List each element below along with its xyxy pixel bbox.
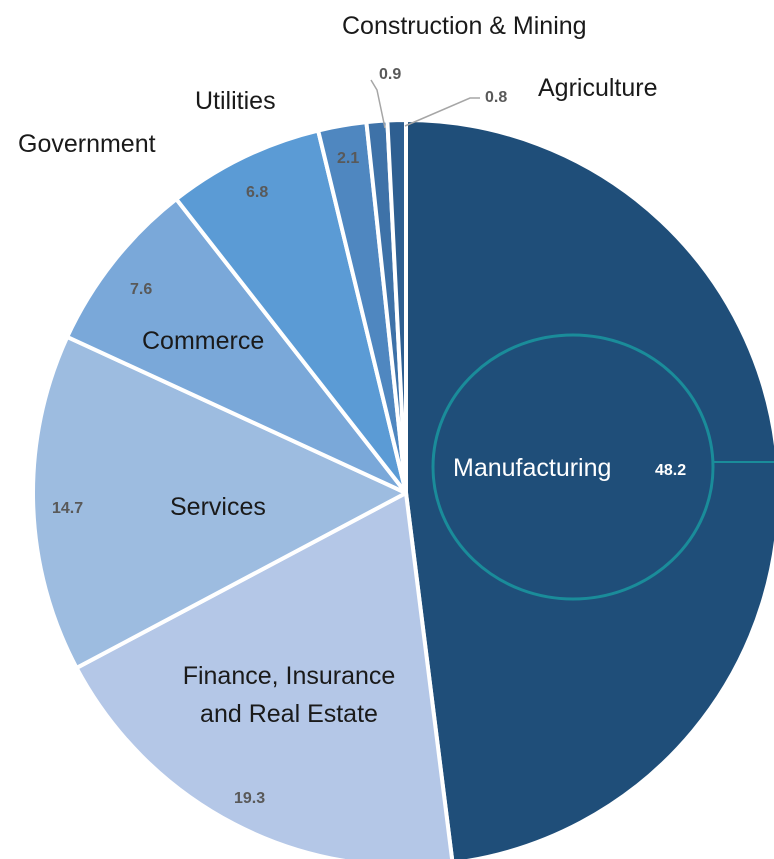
pie-slices: [31, 118, 774, 859]
value-label-commerce: 7.6: [130, 281, 152, 298]
value-label-finance: 19.3: [234, 790, 265, 807]
value-label-manufacturing: 48.2: [655, 462, 686, 479]
pie-labels: Manufacturing Finance, Insurance and Rea…: [18, 12, 686, 807]
slice-label-services: Services: [170, 493, 266, 521]
slice-label-commerce: Commerce: [142, 327, 264, 355]
slice-label-government: Government: [18, 130, 156, 158]
manufacturing-highlight-ring: [431, 333, 715, 601]
value-label-government: 6.8: [246, 184, 268, 201]
leader-line-agriculture: [404, 97, 480, 127]
pie-slice-government: [174, 128, 408, 495]
value-label-construction-mining: 0.9: [379, 66, 401, 83]
slice-label-finance-line1: Finance, Insurance: [183, 662, 396, 690]
slice-label-utilities: Utilities: [195, 87, 276, 115]
pie-slice-finance-insurance-and-real-estate: [74, 491, 455, 859]
pie-slice-agriculture: [385, 118, 408, 495]
pie-slice-services: [31, 334, 408, 670]
slice-label-agriculture: Agriculture: [538, 74, 658, 102]
leader-line-construction: [370, 79, 386, 129]
slice-label-construction-mining: Construction & Mining: [342, 12, 587, 40]
pie-slice-manufacturing: [404, 118, 774, 859]
slice-label-manufacturing: Manufacturing: [453, 454, 611, 482]
value-label-utilities: 2.1: [337, 150, 359, 167]
slice-label-finance-line2: and Real Estate: [200, 700, 378, 728]
value-label-services: 14.7: [52, 500, 83, 517]
value-label-agriculture: 0.8: [485, 89, 507, 106]
pie-slice-commerce: [65, 197, 408, 495]
chart-annotations: [370, 79, 774, 601]
